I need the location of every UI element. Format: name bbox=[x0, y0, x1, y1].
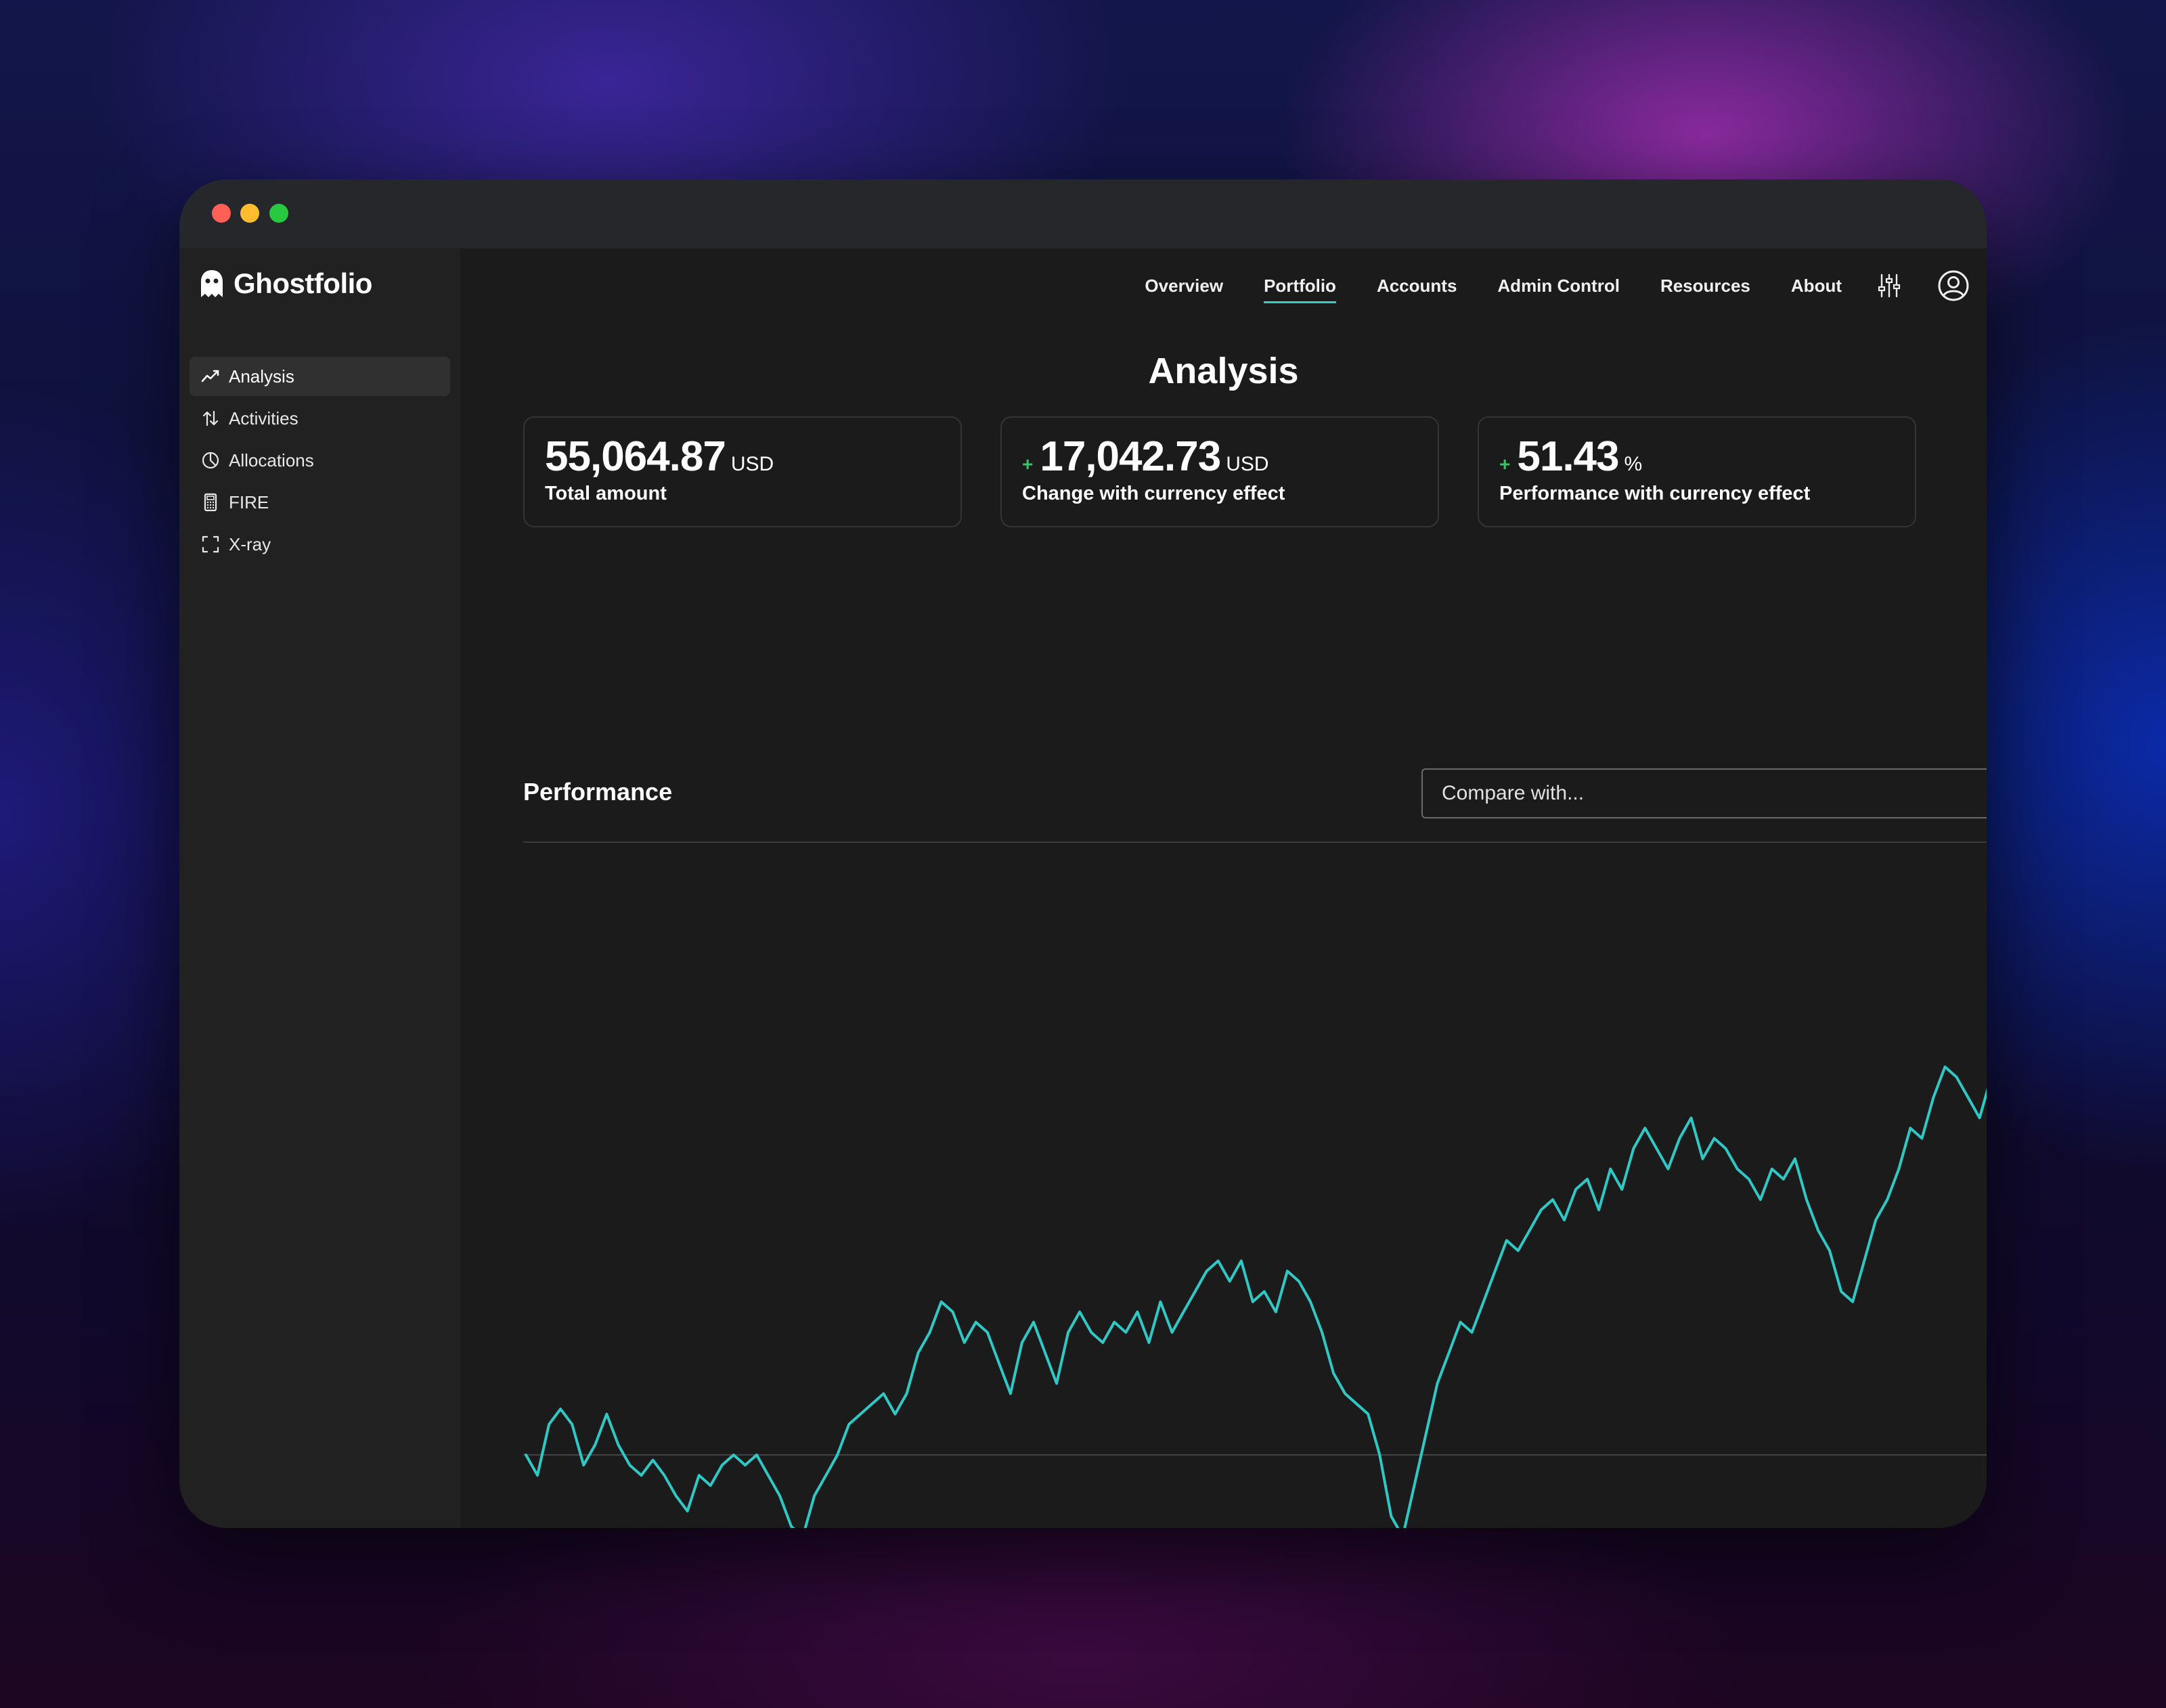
user-account-button[interactable] bbox=[1937, 269, 1970, 303]
top-navigation: Overview Portfolio Accounts Admin Contro… bbox=[460, 248, 1987, 323]
performance-heading: Performance bbox=[523, 778, 673, 806]
change-unit: USD bbox=[1226, 453, 1269, 475]
sidebar-item-fire[interactable]: FIRE bbox=[190, 483, 450, 522]
ghost-icon bbox=[201, 270, 223, 297]
performance-chart: 60.00 %50.00 %40.00 %30.00 %20.00 %10.00… bbox=[523, 841, 1987, 1528]
compare-placeholder: Compare with... bbox=[1442, 782, 1585, 804]
calculator-icon bbox=[204, 493, 217, 512]
swap-vertical-icon bbox=[202, 410, 219, 426]
performance-sign: + bbox=[1499, 454, 1511, 475]
nav-about[interactable]: About bbox=[1790, 275, 1842, 296]
performance-series-line bbox=[525, 1065, 1987, 1528]
compare-with-select[interactable]: Compare with... bbox=[1421, 768, 1987, 818]
sidebar: Ghostfolio Analysis Activities bbox=[179, 248, 460, 1528]
sidebar-menu: Analysis Activities Allocations bbox=[190, 357, 450, 567]
pie-chart-icon bbox=[202, 452, 219, 469]
change-label: Change with currency effect bbox=[1022, 483, 1285, 504]
app-window: Ghostfolio Analysis Activities bbox=[179, 179, 1987, 1528]
nav-overview[interactable]: Overview bbox=[1145, 275, 1224, 296]
sidebar-item-label: Activities bbox=[229, 408, 299, 429]
nav-resources[interactable]: Resources bbox=[1660, 275, 1750, 296]
performance-unit: % bbox=[1624, 453, 1643, 475]
brand-logo[interactable]: Ghostfolio bbox=[200, 263, 372, 304]
sidebar-item-analysis[interactable]: Analysis bbox=[190, 357, 450, 396]
sidebar-item-label: FIRE bbox=[229, 491, 269, 512]
sliders-icon bbox=[1878, 273, 1901, 298]
total-amount-value: 55,064.87 bbox=[545, 433, 726, 480]
window-titlebar bbox=[179, 179, 1987, 248]
summary-card-change: + 17,042.73 USD Change with currency eff… bbox=[1000, 416, 1439, 527]
brand-name: Ghostfolio bbox=[234, 267, 372, 299]
total-amount-label: Total amount bbox=[545, 483, 667, 504]
nav-accounts[interactable]: Accounts bbox=[1376, 275, 1457, 296]
sidebar-item-label: Analysis bbox=[229, 366, 294, 387]
performance-label: Performance with currency effect bbox=[1499, 483, 1811, 504]
sidebar-item-label: X-ray bbox=[229, 533, 271, 554]
trend-line-icon bbox=[201, 370, 219, 382]
change-sign: + bbox=[1022, 454, 1034, 475]
scan-icon bbox=[202, 535, 219, 553]
sidebar-item-label: Allocations bbox=[229, 450, 314, 470]
minimize-window-button[interactable] bbox=[240, 204, 259, 223]
sidebar-item-xray[interactable]: X-ray bbox=[190, 525, 450, 564]
total-amount-unit: USD bbox=[730, 453, 774, 475]
user-circle-icon bbox=[1938, 270, 1969, 301]
sidebar-item-allocations[interactable]: Allocations bbox=[190, 441, 450, 480]
main-content: Analysis 55,064.87 USD Total amount + 17… bbox=[460, 323, 1987, 1528]
performance-value: 51.43 bbox=[1517, 433, 1619, 480]
change-value: 17,042.73 bbox=[1040, 433, 1221, 480]
summary-card-total: 55,064.87 USD Total amount bbox=[523, 416, 962, 527]
summary-card-performance: + 51.43 % Performance with currency effe… bbox=[1478, 416, 1916, 527]
page-title: Analysis bbox=[1148, 351, 1299, 391]
sidebar-item-activities[interactable]: Activities bbox=[190, 399, 450, 438]
nav-admin-control[interactable]: Admin Control bbox=[1497, 275, 1620, 296]
settings-sliders-button[interactable] bbox=[1876, 272, 1903, 299]
nav-portfolio[interactable]: Portfolio bbox=[1264, 275, 1336, 303]
maximize-window-button[interactable] bbox=[269, 204, 288, 223]
close-window-button[interactable] bbox=[212, 204, 231, 223]
